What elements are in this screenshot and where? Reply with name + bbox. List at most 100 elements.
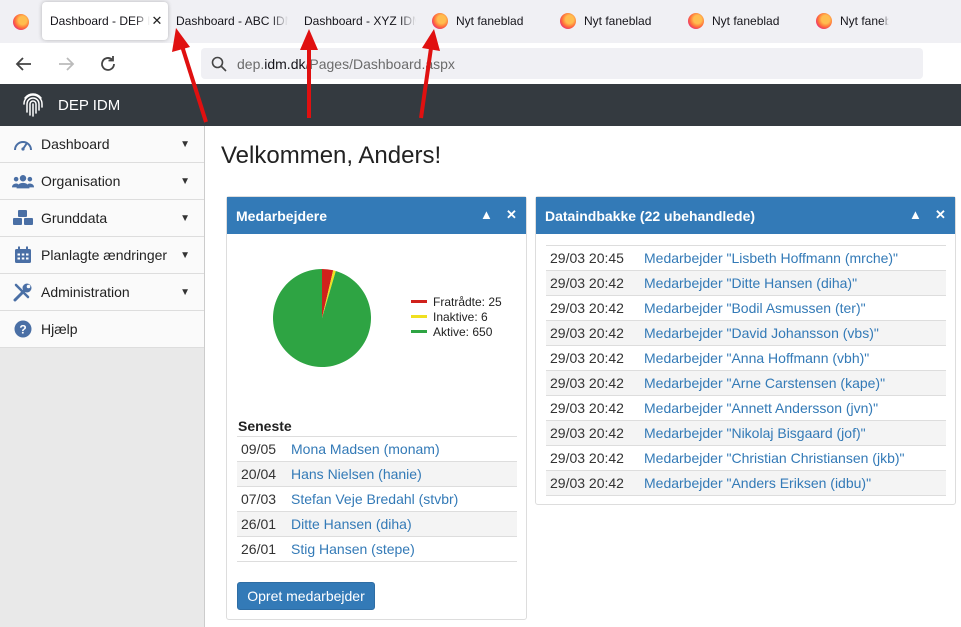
users-icon <box>12 173 34 189</box>
firefox-pinned-tab[interactable] <box>0 0 42 43</box>
sidebar-item-label: Hjælp <box>41 321 78 337</box>
inbox-link[interactable]: Medarbejder "Anders Eriksen (idbu)" <box>640 470 946 496</box>
table-row: 29/03 20:45 Medarbejder "Lisbeth Hoffmann… <box>546 245 946 271</box>
forward-button[interactable] <box>48 49 84 79</box>
employee-link[interactable]: Hans Nielsen (hanie) <box>287 461 517 487</box>
url-bar[interactable]: dep. idm.dk/Pages/Dashboard.aspx <box>201 48 923 79</box>
inbox-time: 29/03 20:42 <box>546 445 640 471</box>
legend-label: Aktive: 650 <box>433 324 493 339</box>
svg-text:?: ? <box>19 323 26 337</box>
sidebar: Dashboard ▼ Organisation ▼ Grunddata ▼ P… <box>0 126 205 627</box>
create-employee-button[interactable]: Opret medarbejder <box>237 582 375 610</box>
cubes-icon <box>12 209 34 227</box>
table-row: 29/03 20:42 Medarbejder "Annett Andersson… <box>546 395 946 421</box>
reload-icon <box>101 55 115 71</box>
sidebar-item-label: Grunddata <box>41 210 108 226</box>
table-row: 09/05 Mona Madsen (monam) <box>237 436 517 462</box>
sidebar-item-administration[interactable]: Administration ▼ <box>0 274 204 311</box>
employee-link[interactable]: Mona Madsen (monam) <box>287 436 517 462</box>
caret-down-icon: ▼ <box>180 249 190 261</box>
inbox-link[interactable]: Medarbejder "Anna Hoffmann (vbh)" <box>640 345 946 371</box>
inbox-time: 29/03 20:45 <box>546 245 640 271</box>
tools-icon <box>12 282 34 302</box>
close-icon[interactable]: ✕ <box>506 207 517 222</box>
panel-header: Dataindbakke (22 ubehandlede) ▲ ✕ <box>536 197 955 234</box>
tab-label: Nyt faneblad <box>840 14 889 28</box>
page-title: Velkommen, Anders! <box>221 142 442 169</box>
table-row: 29/03 20:42 Medarbejder "Nikolaj Bisgaard… <box>546 420 946 446</box>
url-prefix: dep. <box>237 55 265 72</box>
inbox-link[interactable]: Medarbejder "David Johansson (vbs)" <box>640 320 946 346</box>
table-row: 07/03 Stefan Veje Bredahl (stvbr) <box>237 486 517 512</box>
recent-date: 26/01 <box>237 536 287 562</box>
tab-dashboard-dep[interactable]: Dashboard - DEP IDM ✕ <box>42 2 168 40</box>
app-header: DEP IDM <box>0 84 961 126</box>
table-row: 29/03 20:42 Medarbejder "Arne Carstensen … <box>546 370 946 396</box>
recent-employees-table: 09/05 Mona Madsen (monam) 20/04 Hans Niels… <box>237 436 517 562</box>
caret-down-icon: ▼ <box>180 286 190 298</box>
employee-link[interactable]: Ditte Hansen (diha) <box>287 511 517 537</box>
app-brand[interactable]: DEP IDM <box>58 96 121 114</box>
employee-link[interactable]: Stefan Veje Bredahl (stvbr) <box>287 486 517 512</box>
pie-slice-fratrådte <box>322 269 334 318</box>
sidebar-item-planlagte-aendringer[interactable]: Planlagte ændringer ▼ <box>0 237 204 274</box>
sidebar-item-hjaelp[interactable]: ? Hjælp <box>0 311 204 348</box>
inbox-time: 29/03 20:42 <box>546 420 640 446</box>
inbox-link[interactable]: Medarbejder "Nikolaj Bisgaard (jof)" <box>640 420 946 446</box>
collapse-icon[interactable]: ▲ <box>909 207 922 222</box>
tab-new-4[interactable]: Nyt faneblad <box>808 2 897 40</box>
sidebar-item-grunddata[interactable]: Grunddata ▼ <box>0 200 204 237</box>
inbox-link[interactable]: Medarbejder "Christian Christiansen (jkb… <box>640 445 946 471</box>
firefox-icon <box>13 13 29 30</box>
inbox-link[interactable]: Medarbejder "Bodil Asmussen (ter)" <box>640 295 946 321</box>
tab-dashboard-xyz[interactable]: Dashboard - XYZ IDM <box>296 2 424 40</box>
legend-swatch <box>411 300 427 303</box>
calendar-icon <box>12 246 34 264</box>
tab-label: Dashboard - XYZ IDM <box>304 14 416 28</box>
tab-dashboard-abc[interactable]: Dashboard - ABC IDM <box>168 2 296 40</box>
firefox-icon <box>816 13 832 29</box>
tab-new-2[interactable]: Nyt faneblad <box>552 2 680 40</box>
employee-link[interactable]: Stig Hansen (stepe) <box>287 536 517 562</box>
legend-entry: Fratrådte: 25 <box>411 294 502 309</box>
table-row: 29/03 20:42 Medarbejder "Anders Eriksen (… <box>546 470 946 496</box>
inbox-time: 29/03 20:42 <box>546 270 640 296</box>
legend-swatch <box>411 315 427 318</box>
tab-label: Nyt faneblad <box>456 14 524 28</box>
inbox-link[interactable]: Medarbejder "Annett Andersson (jvn)" <box>640 395 946 421</box>
browser-tab-strip: Dashboard - DEP IDM ✕ Dashboard - ABC ID… <box>0 0 961 43</box>
gauge-icon <box>12 136 34 152</box>
back-button[interactable] <box>6 49 42 79</box>
sidebar-item-dashboard[interactable]: Dashboard ▼ <box>0 126 204 163</box>
legend-label: Fratrådte: 25 <box>433 294 502 309</box>
recent-date: 20/04 <box>237 461 287 487</box>
search-icon <box>211 56 227 72</box>
tab-new-3[interactable]: Nyt faneblad <box>680 2 808 40</box>
close-icon[interactable]: ✕ <box>935 207 946 222</box>
inbox-link[interactable]: Medarbejder "Lisbeth Hoffmann (mrche)" <box>640 245 946 271</box>
legend-entry: Aktive: 650 <box>411 324 502 339</box>
collapse-icon[interactable]: ▲ <box>480 207 493 222</box>
legend-entry: Inaktive: 6 <box>411 309 502 324</box>
tab-new-1[interactable]: Nyt faneblad <box>424 2 552 40</box>
sidebar-item-organisation[interactable]: Organisation ▼ <box>0 163 204 200</box>
inbox-link[interactable]: Medarbejder "Arne Carstensen (kape)" <box>640 370 946 396</box>
table-row: 20/04 Hans Nielsen (hanie) <box>237 461 517 487</box>
close-tab-icon[interactable]: ✕ <box>151 13 163 28</box>
data-inbox-table: 29/03 20:45 Medarbejder "Lisbeth Hoffmann… <box>546 245 946 496</box>
table-row: 26/01 Stig Hansen (stepe) <box>237 536 517 562</box>
employees-pie-chart <box>273 269 371 367</box>
sidebar-item-label: Dashboard <box>41 136 110 152</box>
inbox-time: 29/03 20:42 <box>546 470 640 496</box>
sidebar-item-label: Organisation <box>41 173 121 189</box>
reload-button[interactable] <box>90 49 126 79</box>
inbox-link[interactable]: Medarbejder "Ditte Hansen (diha)" <box>640 270 946 296</box>
inbox-time: 29/03 20:42 <box>546 345 640 371</box>
table-row: 26/01 Ditte Hansen (diha) <box>237 511 517 537</box>
recent-date: 07/03 <box>237 486 287 512</box>
table-row: 29/03 20:42 Medarbejder "Ditte Hansen (di… <box>546 270 946 296</box>
url-path: /Pages/Dashboard.aspx <box>305 55 455 72</box>
tab-label: Nyt faneblad <box>712 14 780 28</box>
firefox-icon <box>432 13 448 29</box>
url-domain: idm.dk <box>264 55 306 72</box>
